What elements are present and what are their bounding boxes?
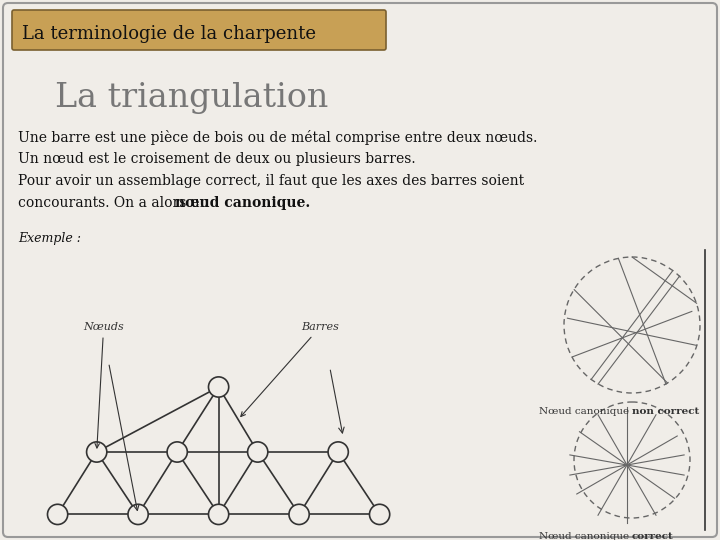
Text: La triangulation: La triangulation — [55, 82, 328, 114]
Circle shape — [167, 442, 187, 462]
Text: Nœuds: Nœuds — [84, 322, 124, 448]
Text: correct: correct — [632, 532, 674, 540]
Text: Exemple :: Exemple : — [18, 232, 81, 245]
Text: Un nœud est le croisement de deux ou plusieurs barres.: Un nœud est le croisement de deux ou plu… — [18, 152, 415, 166]
Text: concourants. On a alors un: concourants. On a alors un — [18, 196, 213, 210]
Text: non correct: non correct — [632, 407, 699, 416]
Text: Une barre est une pièce de bois ou de métal comprise entre deux nœuds.: Une barre est une pièce de bois ou de mé… — [18, 130, 537, 145]
Text: Nœud canonique: Nœud canonique — [539, 532, 632, 540]
Circle shape — [209, 504, 229, 524]
Text: La terminologie de la charpente: La terminologie de la charpente — [22, 25, 316, 43]
Circle shape — [328, 442, 348, 462]
Text: Barres: Barres — [240, 322, 338, 416]
Circle shape — [248, 442, 268, 462]
Circle shape — [128, 504, 148, 524]
Circle shape — [86, 442, 107, 462]
FancyBboxPatch shape — [3, 3, 717, 537]
Text: Nœud canonique: Nœud canonique — [539, 407, 632, 416]
Circle shape — [289, 504, 309, 524]
Circle shape — [369, 504, 390, 524]
Text: nœud canonique.: nœud canonique. — [175, 196, 310, 210]
Circle shape — [209, 377, 229, 397]
Text: Pour avoir un assemblage correct, il faut que les axes des barres soient: Pour avoir un assemblage correct, il fau… — [18, 174, 524, 188]
FancyBboxPatch shape — [12, 10, 386, 50]
Circle shape — [48, 504, 68, 524]
